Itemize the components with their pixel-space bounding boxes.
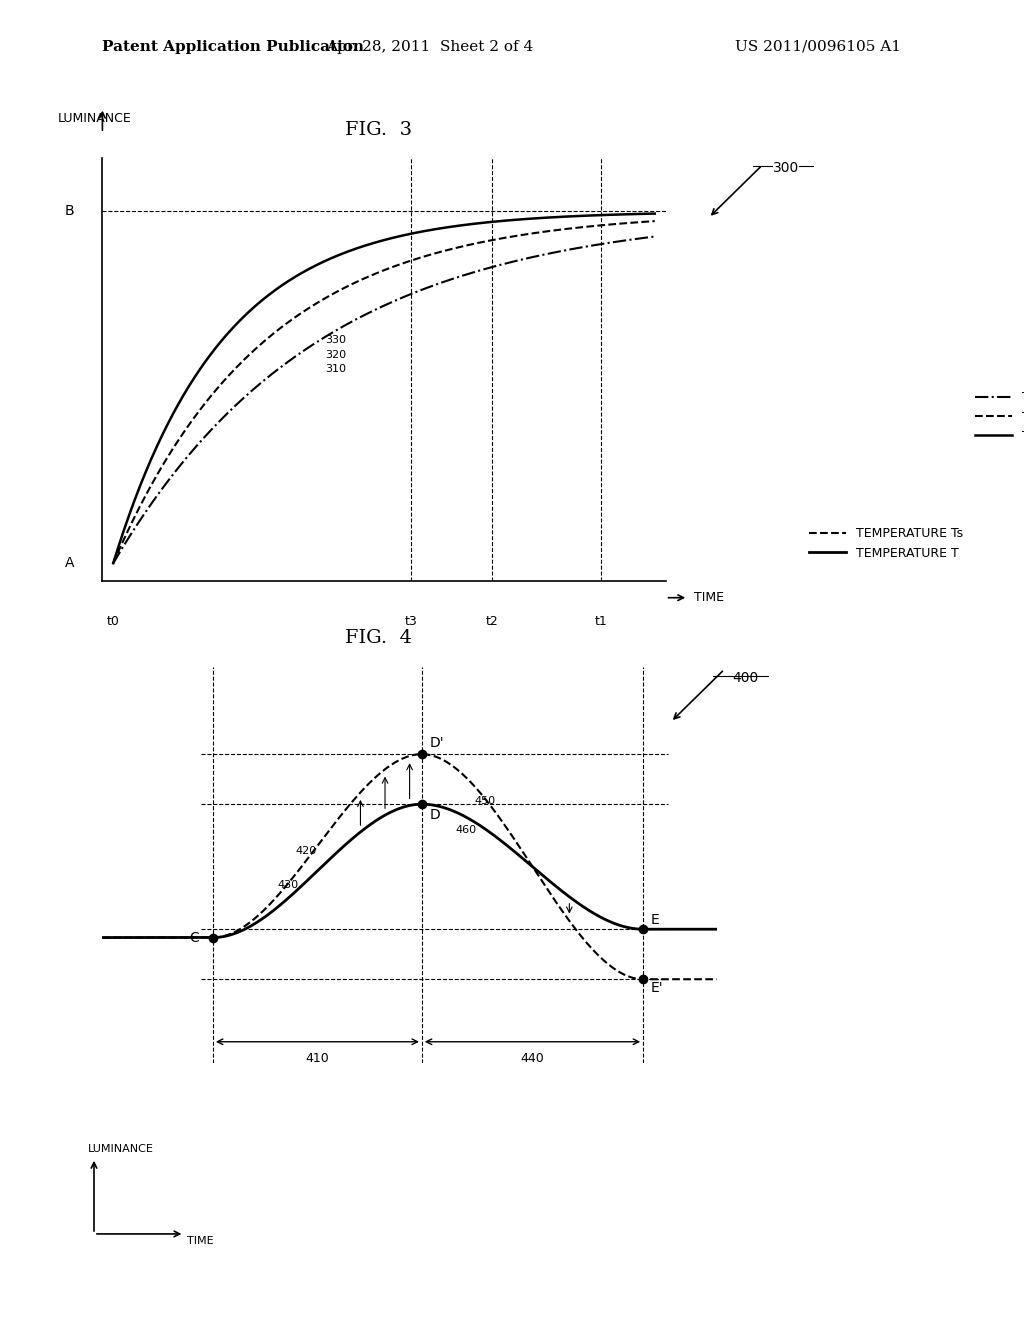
TEMPERATURE T2 xyxy=(400,255,413,271)
Text: 400: 400 xyxy=(732,671,759,685)
Text: 320: 320 xyxy=(326,350,346,360)
TEMPERATURE T2 xyxy=(368,267,380,282)
Legend: TEMPERATURE T1, TEMPERATURE T2, TEMPERATURE T3: TEMPERATURE T1, TEMPERATURE T2, TEMPERAT… xyxy=(970,387,1024,447)
Line: TEMPERATURE T2: TEMPERATURE T2 xyxy=(114,220,654,564)
Text: B: B xyxy=(65,205,75,218)
TEMPERATURE T1 xyxy=(648,228,660,244)
Text: FIG.  4: FIG. 4 xyxy=(345,628,413,647)
Text: Apr. 28, 2011  Sheet 2 of 4: Apr. 28, 2011 Sheet 2 of 4 xyxy=(327,40,534,54)
Text: 330: 330 xyxy=(326,335,346,346)
Text: t2: t2 xyxy=(486,615,499,627)
TEMPERATURE T3 xyxy=(365,236,377,252)
Text: E': E' xyxy=(650,981,664,995)
TEMPERATURE T1 xyxy=(108,556,120,572)
Text: t1: t1 xyxy=(594,615,607,627)
Text: LUMINANCE: LUMINANCE xyxy=(88,1144,155,1154)
Text: t0: t0 xyxy=(106,615,120,627)
TEMPERATURE T3 xyxy=(429,222,441,238)
TEMPERATURE T1 xyxy=(429,277,441,293)
Line: TEMPERATURE T1: TEMPERATURE T1 xyxy=(114,236,654,564)
Text: Patent Application Publication: Patent Application Publication xyxy=(102,40,365,54)
TEMPERATURE T3 xyxy=(400,227,413,243)
TEMPERATURE T2 xyxy=(365,268,377,284)
Text: TIME: TIME xyxy=(187,1236,214,1246)
Text: t3: t3 xyxy=(404,615,418,627)
Text: 310: 310 xyxy=(326,364,346,374)
TEMPERATURE T3 xyxy=(648,206,660,222)
TEMPERATURE T2 xyxy=(551,222,563,238)
Text: 460: 460 xyxy=(456,825,477,836)
Text: 300: 300 xyxy=(773,161,800,176)
Text: 450: 450 xyxy=(474,796,496,807)
TEMPERATURE T1 xyxy=(551,244,563,260)
Text: LUMINANCE: LUMINANCE xyxy=(57,112,131,124)
TEMPERATURE T1 xyxy=(636,230,648,246)
Text: TIME: TIME xyxy=(694,591,724,605)
TEMPERATURE T2 xyxy=(108,556,120,572)
TEMPERATURE T1 xyxy=(400,288,413,304)
Text: US 2011/0096105 A1: US 2011/0096105 A1 xyxy=(735,40,901,54)
Line: TEMPERATURE T3: TEMPERATURE T3 xyxy=(114,214,654,564)
Text: D: D xyxy=(429,808,440,822)
TEMPERATURE T2 xyxy=(429,246,441,261)
Text: E: E xyxy=(650,913,659,927)
TEMPERATURE T2 xyxy=(648,213,660,228)
Text: 440: 440 xyxy=(520,1052,545,1065)
Text: A: A xyxy=(65,556,75,570)
Text: FIG.  3: FIG. 3 xyxy=(345,120,413,139)
TEMPERATURE T3 xyxy=(636,206,648,222)
TEMPERATURE T1 xyxy=(365,304,377,319)
Legend: TEMPERATURE Ts, TEMPERATURE T: TEMPERATURE Ts, TEMPERATURE T xyxy=(804,523,969,565)
Text: 410: 410 xyxy=(305,1052,330,1065)
TEMPERATURE T3 xyxy=(108,556,120,572)
Text: C: C xyxy=(189,931,200,945)
TEMPERATURE T3 xyxy=(368,235,380,251)
TEMPERATURE T3 xyxy=(551,209,563,224)
Text: 420: 420 xyxy=(296,846,317,857)
Text: D': D' xyxy=(429,737,443,750)
Text: 430: 430 xyxy=(278,879,299,890)
TEMPERATURE T2 xyxy=(636,214,648,230)
TEMPERATURE T1 xyxy=(368,302,380,318)
